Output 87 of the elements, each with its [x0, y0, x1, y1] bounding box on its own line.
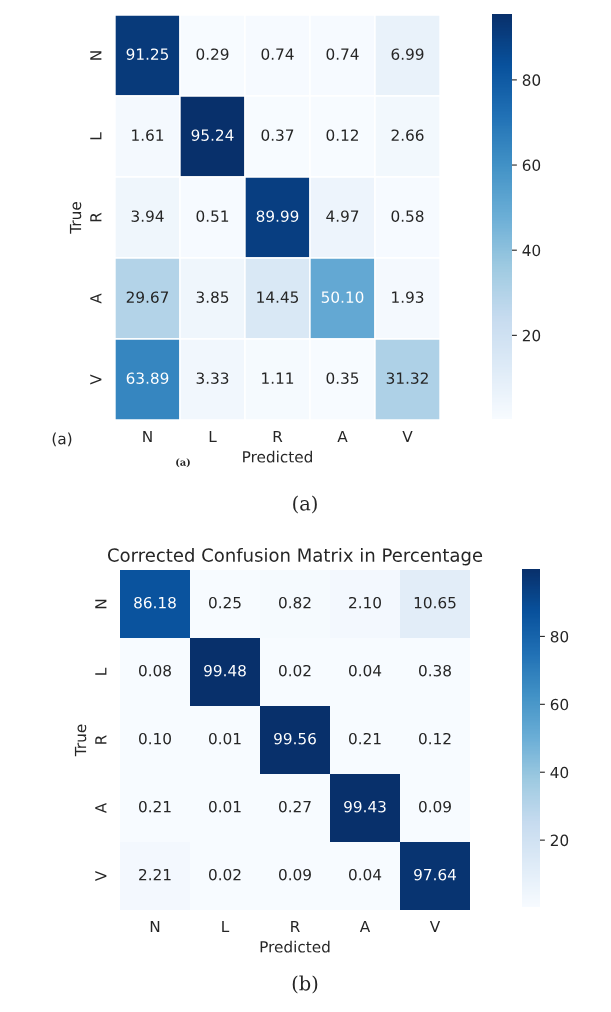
- data-label: 0.21: [349, 732, 381, 745]
- x-axis-title: Predicted: [260, 940, 330, 953]
- data-label: 1.93: [392, 291, 424, 303]
- data-label: 2.21: [139, 868, 171, 881]
- data-label: 14.45: [257, 291, 299, 303]
- data-label: 0.51: [196, 210, 229, 222]
- data-label: 0.82: [279, 596, 311, 609]
- data-label: 0.74: [261, 48, 294, 60]
- color-bar-label: 20: [522, 329, 541, 342]
- data-label: 0.25: [209, 596, 241, 609]
- text: (b): [292, 975, 318, 994]
- x-tick-label: A: [337, 430, 348, 443]
- x-tick-label: R: [291, 920, 300, 933]
- y-tick-label: V: [95, 870, 107, 882]
- data-label: 0.01: [209, 800, 241, 813]
- x-tick-label: N: [150, 920, 160, 933]
- data-label: 0.27: [279, 800, 311, 813]
- y-axis-title: True: [74, 724, 87, 757]
- y-tick-label: L: [90, 132, 102, 140]
- data-label: 4.97: [326, 210, 359, 222]
- x-tick-label: V: [429, 920, 441, 933]
- data-label: 86.18: [134, 596, 176, 609]
- x-tick-label: R: [273, 430, 283, 443]
- x-tick-label: L: [222, 920, 230, 933]
- data-label: 0.12: [419, 732, 451, 745]
- data-label: 0.01: [209, 732, 241, 745]
- data-label: 0.29: [196, 48, 229, 60]
- data-label: 63.89: [126, 372, 169, 384]
- data-label: 6.99: [391, 48, 424, 60]
- data-label: 0.02: [279, 664, 311, 677]
- data-label: 0.09: [419, 800, 451, 813]
- data-label: 1.61: [132, 129, 164, 141]
- data-label: 50.10: [321, 291, 364, 303]
- data-label: 0.12: [326, 129, 358, 141]
- data-label: 0.21: [139, 800, 171, 813]
- data-label: 29.67: [126, 291, 169, 303]
- data-label: 10.65: [414, 596, 456, 609]
- data-label: 0.04: [349, 868, 382, 881]
- data-label: 91.25: [126, 48, 169, 60]
- x-tick-label: N: [143, 430, 152, 443]
- data-label: 0.58: [391, 210, 424, 222]
- data-label: 95.24: [191, 129, 234, 141]
- data-label: 99.48: [204, 664, 246, 677]
- data-label: 31.32: [386, 372, 428, 384]
- data-label: 97.64: [414, 868, 457, 881]
- y-tick-label: N: [95, 599, 107, 609]
- chart-title: Corrected Confusion Matrix in Percentage: [107, 547, 483, 566]
- data-label: 2.10: [349, 596, 381, 609]
- data-label: 3.94: [131, 210, 164, 222]
- y-tick-label: A: [90, 293, 102, 304]
- data-label: 0.10: [139, 732, 171, 745]
- x-tick-label: V: [402, 430, 413, 443]
- color-bar-label: 80: [522, 74, 541, 86]
- color-bar-label: 60: [550, 698, 569, 711]
- text: (a): [293, 495, 317, 514]
- y-tick-label: N: [90, 51, 102, 60]
- data-label: 0.02: [209, 868, 241, 881]
- color-bar-label: 80: [550, 630, 569, 643]
- color-bar-label: 20: [550, 834, 569, 847]
- data-label: 2.66: [391, 129, 424, 141]
- data-label: 89.99: [256, 210, 299, 222]
- y-tick-label: R: [95, 735, 107, 744]
- text: (a): [176, 458, 190, 468]
- data-label: 0.04: [349, 664, 382, 677]
- data-label: 3.85: [196, 291, 229, 303]
- data-label: 0.38: [419, 664, 451, 677]
- x-tick-label: A: [359, 920, 371, 933]
- y-tick-label: A: [95, 802, 107, 814]
- color-bar-label: 40: [550, 766, 569, 779]
- text: (a): [52, 432, 72, 447]
- y-tick-label: V: [90, 374, 102, 385]
- data-label: 0.09: [279, 868, 311, 881]
- data-label: 0.74: [326, 48, 359, 60]
- y-axis-title: True: [69, 202, 82, 234]
- data-label: 99.43: [344, 800, 386, 813]
- color-bar-label: 60: [522, 159, 541, 172]
- x-axis-title: Predicted: [243, 450, 312, 463]
- data-label: 1.11: [262, 372, 294, 384]
- data-label: 0.08: [139, 664, 171, 677]
- y-tick-label: R: [90, 212, 102, 222]
- data-label: 99.56: [274, 732, 316, 745]
- y-tick-label: L: [95, 667, 107, 675]
- data-label: 0.37: [261, 129, 294, 141]
- color-bar-label: 40: [522, 244, 541, 257]
- data-label: 0.35: [326, 372, 359, 384]
- x-tick-label: L: [209, 430, 217, 443]
- data-label: 3.33: [196, 372, 229, 384]
